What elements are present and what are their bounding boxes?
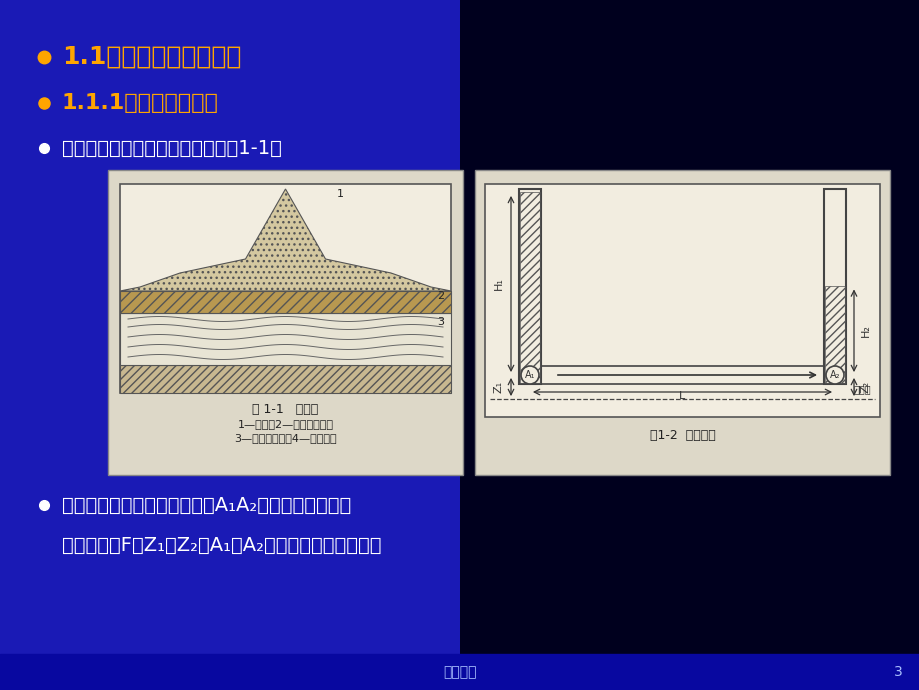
- Bar: [119, 184, 450, 393]
- Text: 1: 1: [336, 189, 344, 199]
- Text: H₂: H₂: [860, 324, 870, 337]
- Bar: [484, 184, 879, 417]
- Text: 3: 3: [892, 665, 902, 679]
- Text: A₂: A₂: [829, 370, 839, 380]
- Text: Z₁: Z₁: [494, 381, 504, 393]
- Text: L: L: [678, 391, 685, 401]
- Text: 深层分析: 深层分析: [443, 665, 476, 679]
- Text: 1—潜水；2—无压层间水；: 1—潜水；2—无压层间水；: [237, 419, 333, 429]
- Bar: [529, 366, 834, 384]
- Bar: [119, 291, 450, 313]
- Bar: [519, 192, 539, 383]
- Text: H₁: H₁: [494, 277, 504, 290]
- Bar: [119, 313, 450, 365]
- Bar: [518, 189, 540, 384]
- Text: 1.1.1动水压力和流砂: 1.1.1动水压力和流砂: [62, 93, 219, 113]
- Text: 图1-2  动水压力: 图1-2 动水压力: [649, 429, 715, 442]
- Bar: [824, 286, 844, 383]
- Text: 2: 2: [437, 291, 444, 301]
- Circle shape: [825, 366, 843, 384]
- Bar: [0, 654, 919, 690]
- Text: A₁: A₁: [524, 370, 535, 380]
- Text: Z₂: Z₂: [860, 381, 870, 393]
- Text: 地下水的类型：潜水和层间水（图1-1）: 地下水的类型：潜水和层间水（图1-1）: [62, 139, 281, 157]
- Polygon shape: [119, 189, 450, 291]
- Text: 基准面: 基准面: [852, 384, 870, 394]
- Text: 3—承压层间水；4—不透水层: 3—承压层间水；4—不透水层: [234, 433, 336, 443]
- Text: 1.1地下水流的基本性质: 1.1地下水流的基本性质: [62, 45, 241, 69]
- Bar: [823, 189, 845, 384]
- Bar: [108, 170, 462, 475]
- Bar: [474, 170, 889, 475]
- Text: 3: 3: [437, 317, 444, 327]
- Text: 从水的流动方向取一柱状土体A₁A₂作为脱离体，其横: 从水的流动方向取一柱状土体A₁A₂作为脱离体，其横: [62, 495, 351, 515]
- Text: 图 1-1   地下水: 图 1-1 地下水: [252, 403, 318, 416]
- Circle shape: [520, 366, 539, 384]
- Bar: [119, 365, 450, 393]
- Text: 截面面积为F、Z₁、Z₂为A₁、A₂在基准面以上的高程。: 截面面积为F、Z₁、Z₂为A₁、A₂在基准面以上的高程。: [62, 535, 381, 555]
